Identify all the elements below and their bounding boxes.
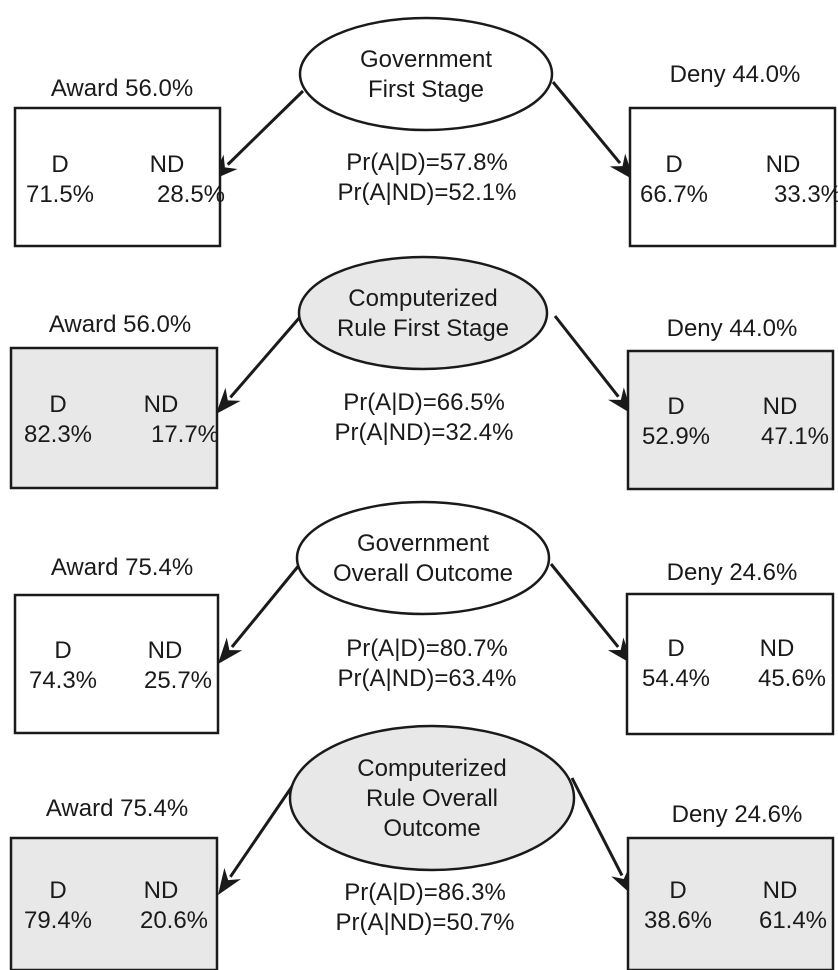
prob-award-given-d: Pr(A|D)=66.5% [343,389,505,416]
award-nd-value: 28.5% [157,181,225,208]
prob-award-given-nd: Pr(A|ND)=63.4% [338,665,517,692]
panel-1: Government First Stage Award 56.0% Deny 44.… [13,16,838,248]
deny-d-value: 66.7% [640,181,708,208]
prob-award-given-d: Pr(A|D)=57.8% [346,149,508,176]
deny-nd-label: ND [763,877,798,904]
prob-award-given-d: Pr(A|D)=86.3% [344,879,506,906]
deny-d-value: 38.6% [644,907,712,934]
deny-nd-value: 45.6% [758,665,826,692]
deny-box [625,592,835,736]
stage-node-label: Computerized [357,755,506,782]
prob-award-given-nd: Pr(A|ND)=52.1% [338,179,517,206]
deny-nd-value: 33.3% [774,181,838,208]
stage-node-label: First Stage [368,76,484,103]
award-arrow [216,316,302,414]
award-label: Award 75.4% [46,795,188,822]
deny-arrow [551,81,634,180]
deny-d-label: D [667,635,684,662]
deny-d-value: 54.4% [642,665,710,692]
deny-nd-value: 47.1% [761,423,829,450]
award-label: Award 56.0% [51,75,193,102]
award-d-label: D [49,877,66,904]
award-box [9,836,219,970]
award-nd-value: 20.6% [140,907,208,934]
stage-node [297,255,549,371]
award-nd-label: ND [144,877,179,904]
stage-node [295,500,551,616]
award-d-label: D [49,391,66,418]
award-d-value: 79.4% [24,907,92,934]
deny-arrow [553,315,632,414]
award-nd-label: ND [150,151,185,178]
award-nd-label: ND [144,391,179,418]
award-d-label: D [54,637,71,664]
stage-node [298,16,554,132]
award-d-label: D [51,151,68,178]
deny-box [626,349,835,491]
deny-box [626,836,835,970]
award-box [13,593,220,735]
deny-box [628,106,837,248]
deny-nd-label: ND [760,635,795,662]
stage-node-label: Rule First Stage [337,315,509,342]
deny-label: Deny 44.0% [667,315,798,342]
award-box [9,346,219,490]
award-arrow [218,563,302,664]
award-d-value: 71.5% [26,181,94,208]
award-d-value: 82.3% [24,421,92,448]
award-label: Award 56.0% [49,311,191,338]
award-arrow [212,89,305,180]
panel-4: Computerized Rule Overall Outcome Award 75.… [9,724,835,970]
award-arrow [218,784,295,895]
deny-label: Deny 24.6% [667,559,798,586]
stage-node-label: Government [360,46,492,73]
deny-d-label: D [665,151,682,178]
prob-award-given-nd: Pr(A|ND)=50.7% [336,909,515,936]
deny-label: Deny 44.0% [670,61,801,88]
stage-node-label: Rule Overall [366,785,498,812]
panel-2: Computerized Rule First Stage Award 56.0% D… [9,255,835,491]
award-label: Award 75.4% [51,554,193,581]
stage-node-label: Overall Outcome [333,560,513,587]
award-nd-value: 25.7% [144,667,212,694]
deny-d-label: D [667,393,684,420]
deny-arrow [549,563,632,664]
panel-3: Government Overall Outcome Award 75.4% Deny… [13,500,835,736]
award-d-value: 74.3% [29,667,97,694]
deny-nd-value: 61.4% [759,907,827,934]
award-nd-label: ND [148,637,183,664]
deny-nd-label: ND [763,393,798,420]
deny-arrow [570,777,632,895]
deny-d-label: D [669,877,686,904]
award-box [13,106,222,248]
stage-node [288,724,576,872]
deny-d-value: 52.9% [642,423,710,450]
prob-award-given-nd: Pr(A|ND)=32.4% [335,419,514,446]
deny-nd-label: ND [766,151,801,178]
stage-node-label: Government [357,530,489,557]
prob-award-given-d: Pr(A|D)=80.7% [346,635,508,662]
stage-node-label: Outcome [383,815,480,842]
award-nd-value: 17.7% [151,421,219,448]
deny-label: Deny 24.6% [672,801,803,828]
stage-node-label: Computerized [348,285,497,312]
